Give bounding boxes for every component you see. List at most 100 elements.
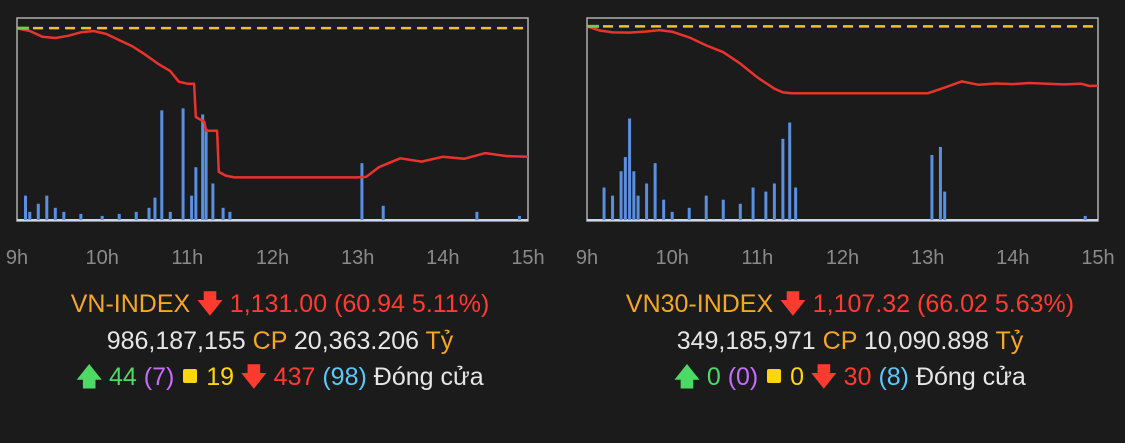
volume-bar [1083, 215, 1087, 220]
volume-bar [36, 203, 40, 220]
volume-bar [938, 146, 942, 220]
index-name: VN30-INDEX [625, 290, 774, 318]
advancers-count: 0 [706, 363, 721, 391]
volume-bar [190, 195, 194, 220]
volume-bar [45, 195, 49, 220]
x-tick-label: 12h [256, 247, 289, 269]
volume-bar [670, 211, 674, 220]
volume-value: 986,187,155 [106, 327, 246, 355]
turnover-value: 10,090.898 [863, 327, 990, 355]
x-tick-label: 10h [85, 247, 118, 269]
volume-bar [653, 163, 657, 220]
index-value: 1,107.32 [812, 290, 911, 318]
volume-bar [204, 128, 208, 220]
volume-bar [687, 207, 691, 220]
arrow-down-icon: 🡇 [811, 363, 837, 391]
volume-bar [632, 171, 636, 220]
volume-bar [764, 191, 768, 220]
volume-bar [79, 213, 83, 220]
volume-bar [628, 118, 632, 220]
x-tick-label: 12h [826, 247, 859, 269]
volume-bar [117, 213, 121, 220]
volume-line: 986,187,155 CP 20,363.206 Tỷ [0, 326, 560, 356]
volume-bar [62, 211, 66, 220]
volume-bar [201, 114, 205, 220]
unchanged-count: 0 [790, 363, 805, 391]
x-tick-label: 13h [911, 247, 944, 269]
volume-bar [360, 163, 364, 220]
volume-bar [721, 199, 725, 220]
unchanged-count: 19 [206, 363, 235, 391]
x-tick-label: 15h [511, 247, 544, 269]
plot-frame [16, 17, 529, 222]
x-tick-label: 14h [996, 247, 1029, 269]
volume-bar [228, 211, 232, 220]
vn30-index-panel: 9h 10h 11h 12h 13h 14h 15h VN30-INDEX 🡇 1,107.… [570, 0, 1115, 443]
volume-bar [704, 195, 708, 220]
index-change: (60.94 5.11%) [334, 290, 490, 318]
breadth-line: 🡅 0 (0) 0 🡇 30 (8) Đóng cửa [570, 362, 1125, 392]
turnover-value: 20,363.206 [293, 327, 420, 355]
vn-index-chart: 9h 10h 11h 12h 13h 14h 15h [6, 17, 545, 269]
volume-bar [134, 211, 138, 220]
plot-frame [586, 17, 1099, 222]
index-name: VN-INDEX [70, 290, 191, 318]
volume-bar [930, 155, 934, 220]
volume-bar [517, 215, 521, 220]
volume-bar [194, 167, 198, 220]
volume-bar [160, 110, 164, 220]
market-status: Đóng cửa [915, 363, 1026, 391]
volume-bar [751, 187, 755, 220]
floor-count: (8) [878, 363, 909, 391]
volume-bar [794, 187, 798, 220]
price-line [16, 27, 529, 179]
index-summary-line: VN30-INDEX 🡇 1,107.32 (66.02 5.63%) [570, 289, 1125, 319]
volume-bar [153, 197, 157, 220]
volume-bar [636, 195, 640, 220]
arrow-down-icon: 🡇 [241, 363, 267, 391]
volume-bar [738, 203, 742, 220]
volume-bar [24, 195, 28, 220]
x-tick-label: 10h [655, 247, 688, 269]
volume-bar [475, 211, 479, 220]
arrow-up-icon: 🡅 [76, 363, 103, 391]
volume-bar [781, 138, 785, 220]
x-tick-label: 9h [576, 247, 598, 269]
arrow-down-icon: 🡇 [780, 290, 806, 318]
unit-label: Tỷ [425, 327, 454, 355]
volume-bar [28, 211, 32, 220]
x-tick-label: 11h [171, 247, 203, 269]
breadth-line: 🡅 44 (7) 19 🡇 437 (98) Đóng cửa [0, 362, 560, 392]
x-tick-label: 13h [341, 247, 374, 269]
arrow-up-icon: 🡅 [674, 363, 700, 391]
volume-bar [381, 205, 385, 220]
decliners-count: 30 [843, 363, 872, 391]
market-status: Đóng cửa [373, 363, 484, 391]
volume-bar [772, 183, 776, 220]
x-tick-label: 15h [1081, 247, 1114, 269]
arrow-down-icon: 🡇 [197, 290, 223, 318]
floor-count: (98) [322, 363, 367, 391]
cp-label: CP [822, 327, 857, 355]
volume-bar [788, 122, 792, 220]
volume-bar [623, 157, 627, 220]
volume-bar [53, 207, 57, 220]
vn30-index-chart: 9h 10h 11h 12h 13h 14h 15h [576, 17, 1115, 269]
index-summary-line: VN-INDEX 🡇 1,131.00 (60.94 5.11%) [0, 289, 560, 319]
volume-bar [611, 195, 615, 220]
x-tick-label: 9h [6, 247, 28, 269]
volume-value: 349,185,971 [676, 327, 816, 355]
volume-line: 349,185,971 CP 10,090.898 Tỷ [570, 326, 1125, 356]
volume-bar [662, 199, 666, 220]
x-tick-label: 11h [741, 247, 773, 269]
price-line [586, 25, 1099, 95]
index-change: (66.02 5.63%) [917, 290, 1075, 318]
x-tick-label: 14h [426, 247, 459, 269]
volume-bar [181, 108, 185, 220]
advancers-count: 44 [109, 363, 137, 391]
volume-bar [168, 211, 172, 220]
volume-bar [100, 215, 104, 220]
volume-bar [221, 207, 225, 220]
decliners-count: 437 [273, 363, 316, 391]
vn-index-panel: 9h 10h 11h 12h 13h 14h 15h VN-INDEX 🡇 1,131.00… [0, 0, 545, 443]
